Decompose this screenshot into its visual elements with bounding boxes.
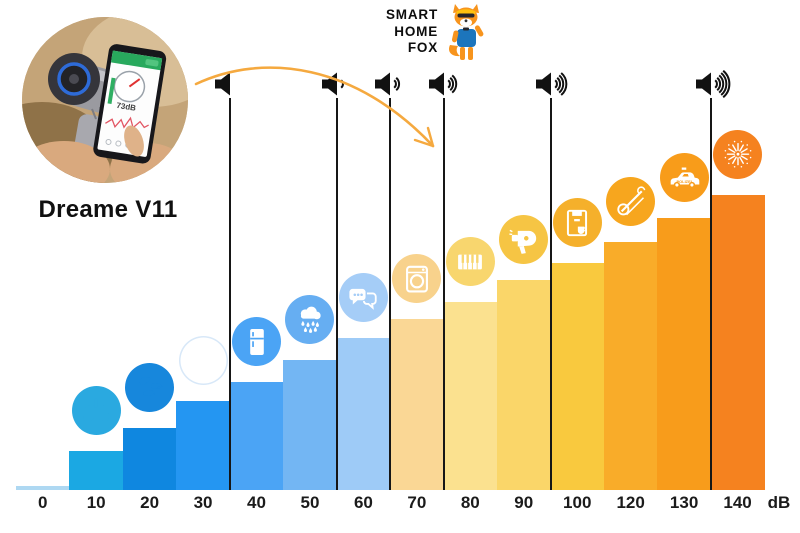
bar-30db <box>176 401 231 490</box>
bar-10db <box>69 451 124 490</box>
bar-20db <box>122 428 177 490</box>
db-reading: 73dB <box>116 101 137 113</box>
speaker-volume-icon <box>374 70 414 103</box>
axis-unit-label: dB <box>767 493 791 512</box>
brand-logo-line-2: HOME <box>394 23 438 39</box>
marker-line <box>389 98 392 490</box>
icon-badge-whisper <box>178 336 228 385</box>
bar-50db <box>283 360 338 490</box>
axis-label-70: 70 <box>407 493 427 512</box>
axis-label-40: 40 <box>247 493 266 512</box>
bar-100db <box>550 263 605 490</box>
axis-label-20: 20 <box>140 493 160 512</box>
axis-label-0: 0 <box>37 493 48 512</box>
icon-badge-lungs-breathing <box>71 386 121 435</box>
marker-line <box>442 98 445 490</box>
bar-120db <box>603 242 658 490</box>
icon-badge-piano <box>445 237 495 286</box>
axis-label-90: 90 <box>514 493 534 512</box>
axis-label-30: 30 <box>193 493 213 512</box>
axis-label-10: 10 <box>86 493 106 512</box>
bar-70db <box>390 319 445 490</box>
whisper-icon <box>189 346 215 375</box>
washing-machine-icon <box>405 265 428 293</box>
fox-mascot-icon <box>449 4 484 60</box>
speaker-volume-icon <box>695 69 735 103</box>
icon-badge-hair-dryer <box>499 215 549 264</box>
bar-40db <box>229 382 284 490</box>
thumb <box>124 125 144 157</box>
conversation-icon <box>349 288 378 310</box>
speaker-volume-icon <box>535 70 575 103</box>
speaker-volume-icon <box>428 70 468 103</box>
axis-label-130: 130 <box>669 493 699 512</box>
app-header-button <box>145 59 159 67</box>
axis-label-120: 120 <box>616 493 645 512</box>
marker-line <box>228 98 231 490</box>
hair-dryer-icon <box>509 229 536 254</box>
piano-icon <box>458 254 483 269</box>
falling-leaves-icon <box>138 376 162 397</box>
product-name: Dreame V11 <box>38 196 178 223</box>
icon-badge-rain-shower <box>285 295 335 344</box>
icon-badge-washing-machine <box>392 254 442 303</box>
brand-logo: SMART HOME FOX <box>320 7 438 57</box>
bar-90db <box>497 280 551 490</box>
bar-140db <box>710 195 765 490</box>
refrigerator-icon <box>249 328 264 355</box>
icon-badge-coffee-machine <box>552 198 602 247</box>
lungs-breathing-icon <box>83 398 109 421</box>
trombone-icon <box>617 185 646 215</box>
axis-label-60: 60 <box>353 493 373 512</box>
product-photo-scene: 73dB <box>22 17 188 183</box>
bar-60db <box>336 338 391 490</box>
brand-logo-line-1: SMART <box>386 7 438 22</box>
db-waveform <box>105 116 149 129</box>
icon-badge-refrigerator <box>232 317 282 366</box>
speaker-volume-icon <box>321 70 361 103</box>
axis-label-80: 80 <box>460 493 480 512</box>
phone: 73dB <box>93 44 167 164</box>
speaker-volume-icon <box>214 70 254 103</box>
svg-text:POLIZEI: POLIZEI <box>677 179 692 184</box>
rain-shower-icon <box>300 306 321 333</box>
bar-80db <box>443 302 498 490</box>
axis-label-140: 140 <box>723 493 752 512</box>
police-car-icon: POLIZEI <box>670 167 700 188</box>
bar-130db <box>657 218 712 490</box>
marker-line <box>709 98 712 490</box>
bar-0db <box>16 486 70 490</box>
marker-line <box>549 98 552 490</box>
marker-line <box>335 98 338 490</box>
gauge-needle <box>128 78 141 88</box>
icon-badge-trombone <box>606 177 656 226</box>
icon-badge-fireworks <box>713 130 763 179</box>
icon-badge-falling-leaves <box>125 363 175 412</box>
brand-logo-line-3: FOX <box>407 40 438 55</box>
axis-label-50: 50 <box>300 493 320 512</box>
arrow-head <box>413 126 435 148</box>
icon-badge-conversation <box>338 273 388 322</box>
coffee-machine-icon <box>567 209 588 236</box>
product-photo: 73dB <box>22 17 188 183</box>
icon-badge-police-car: POLIZEI <box>659 153 709 202</box>
axis-label-100: 100 <box>563 493 592 512</box>
fireworks-icon <box>724 140 751 168</box>
level-bar <box>107 77 116 104</box>
